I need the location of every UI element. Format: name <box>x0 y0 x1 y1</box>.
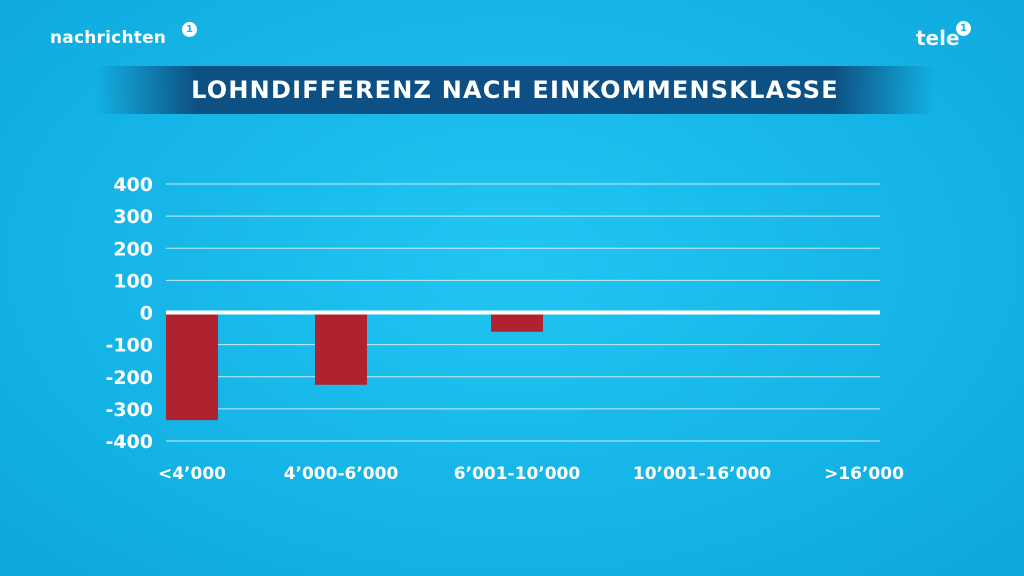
y-tick-label: 100 <box>113 270 153 292</box>
y-tick-label: -200 <box>105 367 153 389</box>
x-tick-label: >16’000 <box>824 464 904 484</box>
x-tick-label: <4’000 <box>158 464 226 484</box>
y-tick-label: -100 <box>105 335 153 357</box>
x-tick-label: 4’000-6’000 <box>284 464 399 484</box>
logo-badge-right: 1 <box>956 21 971 36</box>
x-tick-label: 10’001-16’000 <box>633 464 771 484</box>
bar <box>491 314 543 332</box>
y-tick-label: -300 <box>105 399 153 421</box>
y-tick-label: -400 <box>105 431 153 453</box>
bar <box>315 314 367 385</box>
nachrichten-logo: nachrichten <box>50 28 167 48</box>
x-tick-label: 6’001-10’000 <box>454 464 581 484</box>
y-tick-label: 300 <box>113 206 153 228</box>
y-tick-label: 400 <box>113 174 153 196</box>
chart-title: LOHNDIFFERENZ NACH EINKOMMENSKLASSE <box>191 76 839 104</box>
title-banner: LOHNDIFFERENZ NACH EINKOMMENSKLASSE <box>95 66 935 114</box>
logo-badge-left: 1 <box>182 22 197 37</box>
y-tick-label: 0 <box>140 303 153 325</box>
tele-logo: tele <box>916 26 960 50</box>
bar <box>166 314 218 421</box>
y-tick-label: 200 <box>113 238 153 260</box>
